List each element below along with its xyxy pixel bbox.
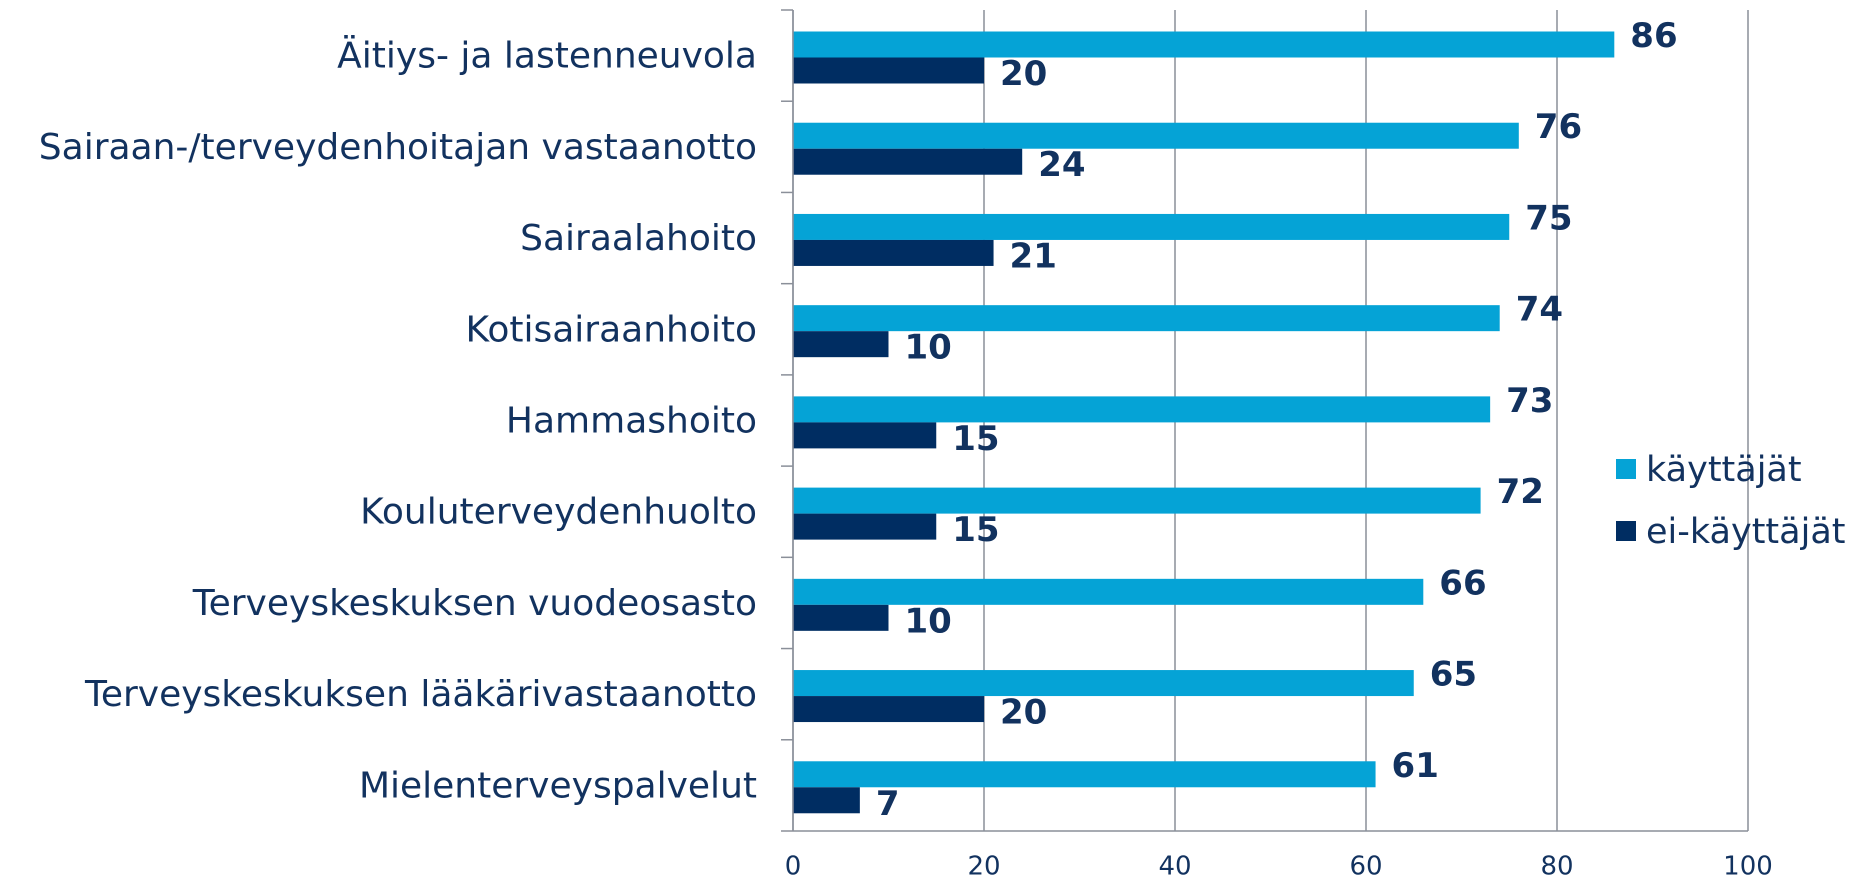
data-label: 65 — [1430, 655, 1477, 695]
data-label: 75 — [1525, 198, 1572, 238]
category-label: Terveyskeskuksen lääkärivastaanotto — [84, 674, 757, 715]
bar — [793, 513, 937, 540]
data-label: 15 — [952, 510, 999, 550]
data-label: 7 — [876, 784, 900, 824]
bar — [793, 148, 1023, 175]
bar — [793, 122, 1519, 149]
x-tick-label: 100 — [1723, 852, 1773, 879]
data-label: 73 — [1506, 381, 1553, 421]
data-label: 24 — [1038, 145, 1085, 185]
bar — [793, 305, 1500, 332]
x-tick-label: 0 — [785, 852, 802, 879]
bar — [793, 670, 1414, 697]
data-label: 72 — [1497, 472, 1544, 512]
data-label: 76 — [1535, 107, 1582, 147]
category-label: Kotisairaanhoito — [466, 309, 758, 350]
data-label: 21 — [1010, 236, 1057, 276]
bar — [793, 787, 860, 814]
bar — [793, 31, 1615, 58]
bar — [793, 331, 889, 358]
category-label: Sairaan-/terveydenhoitajan vastaanotto — [39, 127, 757, 168]
bar — [793, 396, 1491, 423]
legend-label: käyttäjät — [1646, 450, 1802, 490]
legend-swatch — [1616, 521, 1636, 541]
bar — [793, 213, 1510, 240]
bar — [793, 487, 1481, 514]
data-label: 20 — [1000, 693, 1047, 733]
data-label: 10 — [905, 601, 952, 641]
category-label: Terveyskeskuksen vuodeosasto — [192, 583, 757, 624]
category-label: Hammashoito — [506, 401, 757, 442]
legend-swatch — [1616, 459, 1636, 479]
bar — [793, 57, 984, 84]
data-label: 66 — [1439, 563, 1486, 603]
category-label: Äitiys- ja lastenneuvola — [337, 35, 757, 77]
data-label: 10 — [905, 328, 952, 368]
bar — [793, 578, 1424, 605]
category-label: Sairaalahoito — [520, 218, 757, 259]
data-label: 61 — [1392, 746, 1439, 786]
category-label: Mielenterveyspalvelut — [359, 765, 757, 806]
bar — [793, 239, 994, 266]
x-tick-label: 40 — [1158, 852, 1191, 879]
legend-label: ei-käyttäjät — [1646, 512, 1846, 552]
bar — [793, 422, 937, 449]
bar — [793, 604, 889, 631]
x-tick-label: 60 — [1349, 852, 1382, 879]
data-label: 15 — [952, 419, 999, 459]
bar — [793, 696, 984, 723]
data-label: 74 — [1516, 290, 1563, 330]
category-label: Kouluterveydenhuolto — [360, 492, 757, 533]
x-tick-label: 80 — [1540, 852, 1573, 879]
x-tick-label: 20 — [967, 852, 1000, 879]
data-label: 86 — [1630, 16, 1677, 56]
data-label: 20 — [1000, 54, 1047, 94]
bar — [793, 761, 1376, 788]
